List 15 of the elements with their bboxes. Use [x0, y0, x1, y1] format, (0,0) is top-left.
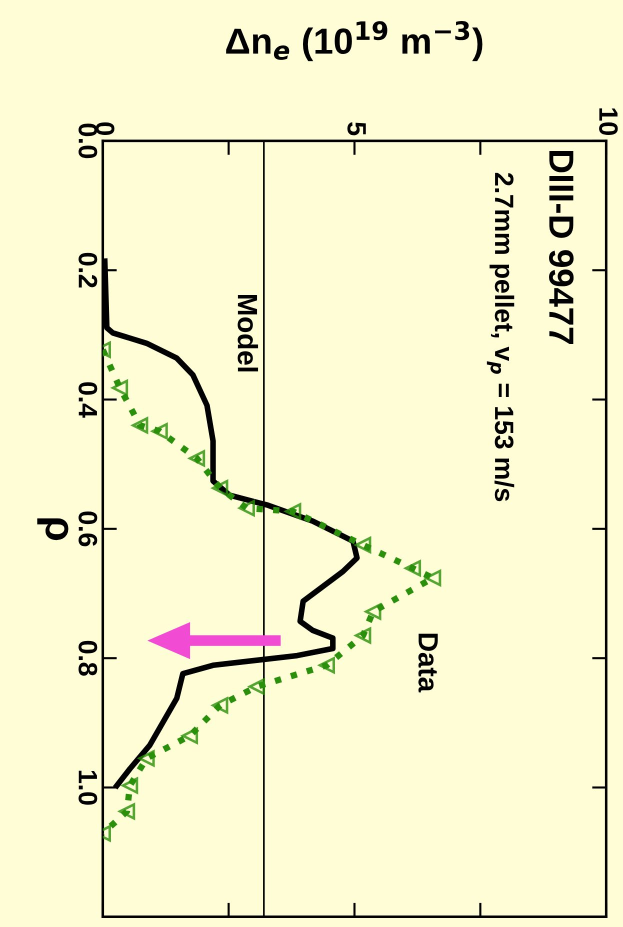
text: DIII-D 99477 [549, 150, 574, 344]
text: Model [238, 295, 258, 372]
y-tick-label: 0.2 [78, 252, 98, 288]
x-tick-label: 10 [599, 108, 618, 135]
y-tick-label: 0.0 [78, 124, 98, 158]
y-tick-label: 0.8 [78, 640, 98, 676]
text: Data [418, 634, 438, 692]
y-tick-label: 0.6 [78, 512, 98, 546]
x-tick-label: 5 [347, 122, 366, 136]
y-tick-label: 0.4 [78, 382, 98, 418]
x-axis-title: Δn$_{e}$ (10$^{19}$ m$^{−3}$) [226, 21, 482, 62]
y-tick-label: 1.0 [78, 770, 98, 805]
x-tick-label: 0 [96, 122, 114, 135]
text: 2.7mm pellet, v$_{p}$ = 153 m/s [486, 172, 514, 502]
y-axis-title: ρ [37, 518, 68, 540]
